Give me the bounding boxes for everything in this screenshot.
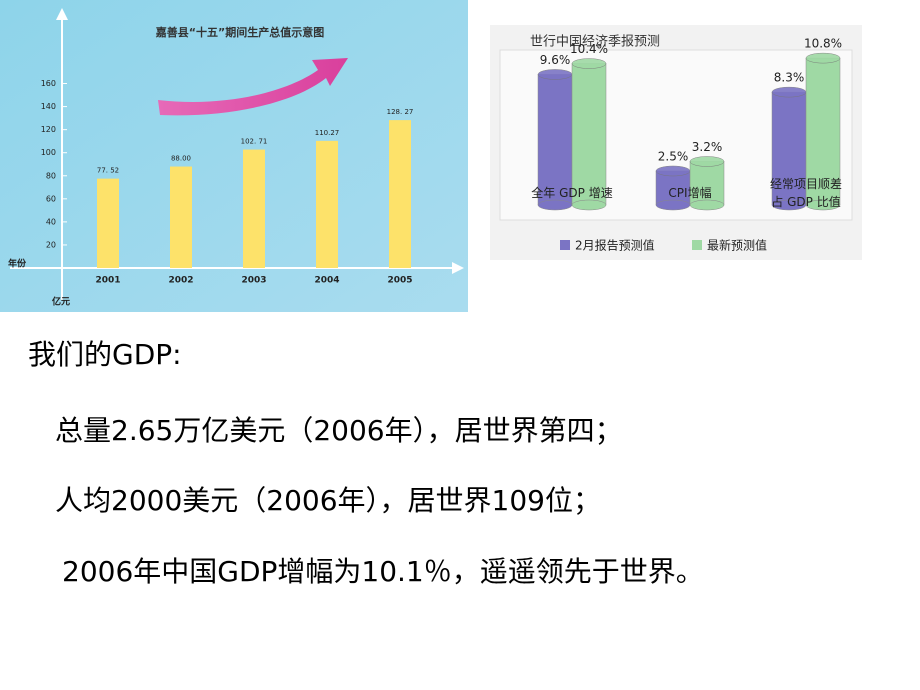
- x-tick-label: 2004: [314, 276, 339, 286]
- bar-top: [571, 58, 607, 69]
- value-label: 8.3%: [774, 71, 805, 85]
- chart-title: 嘉善县“十五”期间生产总值示意图: [155, 25, 324, 39]
- trend-arrow: [158, 58, 348, 116]
- body-text: 2006年中国GDP增幅为10.1％，遥遥领先于世界。: [62, 555, 704, 588]
- bar: [689, 161, 725, 206]
- x-axis-arrow: [452, 262, 464, 274]
- legend-swatch: [692, 240, 702, 250]
- value-label: 10.4%: [570, 42, 608, 56]
- x-axis-label: 年份: [8, 258, 27, 270]
- value-label: 102. 71: [241, 138, 268, 146]
- value-label: 2.5%: [658, 150, 689, 164]
- value-label: 3.2%: [692, 140, 723, 154]
- legend-label: 最新预测值: [707, 238, 767, 253]
- bar-top: [655, 165, 691, 177]
- y-tick-label: 120: [41, 125, 56, 134]
- y-axis-arrow: [56, 8, 68, 20]
- x-tick-label: 2001: [95, 276, 120, 286]
- bar-top: [689, 156, 725, 167]
- value-label: 9.6%: [540, 53, 571, 67]
- legend-swatch: [560, 240, 570, 250]
- bar: [170, 166, 192, 268]
- category-label: 经常项目顺差占 GDP 比值: [770, 177, 842, 209]
- x-tick-label: 2005: [387, 276, 412, 286]
- bar: [243, 149, 265, 268]
- y-tick-label: 80: [46, 171, 56, 180]
- y-tick-label: 100: [41, 148, 56, 157]
- bar: [571, 63, 607, 206]
- body-text: 人均2000美元（2006年），居世界109位；: [55, 484, 601, 517]
- bar-top: [771, 86, 807, 98]
- bar-base: [805, 199, 841, 211]
- value-label: 128. 27: [387, 108, 414, 116]
- body-text: 我们的GDP:: [28, 338, 182, 371]
- value-label: 88.00: [171, 155, 191, 163]
- category-label: 全年 GDP 增速: [531, 185, 612, 200]
- bar: [316, 140, 338, 268]
- bar-top: [805, 52, 841, 64]
- y-tick-label: 20: [46, 240, 56, 249]
- bar: [97, 178, 119, 268]
- category-label: CPI增幅: [668, 185, 711, 200]
- x-tick-label: 2002: [168, 276, 193, 286]
- value-label: 110.27: [315, 129, 340, 137]
- chart-title: 世行中国经济季报预测: [530, 35, 660, 50]
- y-tick-label: 40: [46, 217, 56, 226]
- x-tick-label: 2003: [241, 276, 266, 286]
- y-axis-label: 亿元: [52, 296, 70, 308]
- bar-base: [537, 199, 573, 211]
- legend-label: 2月报告预测值: [575, 238, 655, 253]
- body-text: 总量2.65万亿美元（2006年），居世界第四；: [55, 414, 623, 447]
- bar: [805, 57, 841, 206]
- value-label: 77. 52: [97, 167, 119, 175]
- bar: [389, 120, 411, 268]
- y-tick-label: 140: [41, 102, 56, 111]
- bar-top: [537, 69, 573, 80]
- y-tick-label: 60: [46, 194, 56, 203]
- bar-base: [689, 199, 725, 211]
- y-tick-label: 160: [41, 79, 56, 88]
- bar-base: [655, 199, 691, 211]
- bar-base: [571, 199, 607, 211]
- value-label: 10.8%: [804, 37, 842, 51]
